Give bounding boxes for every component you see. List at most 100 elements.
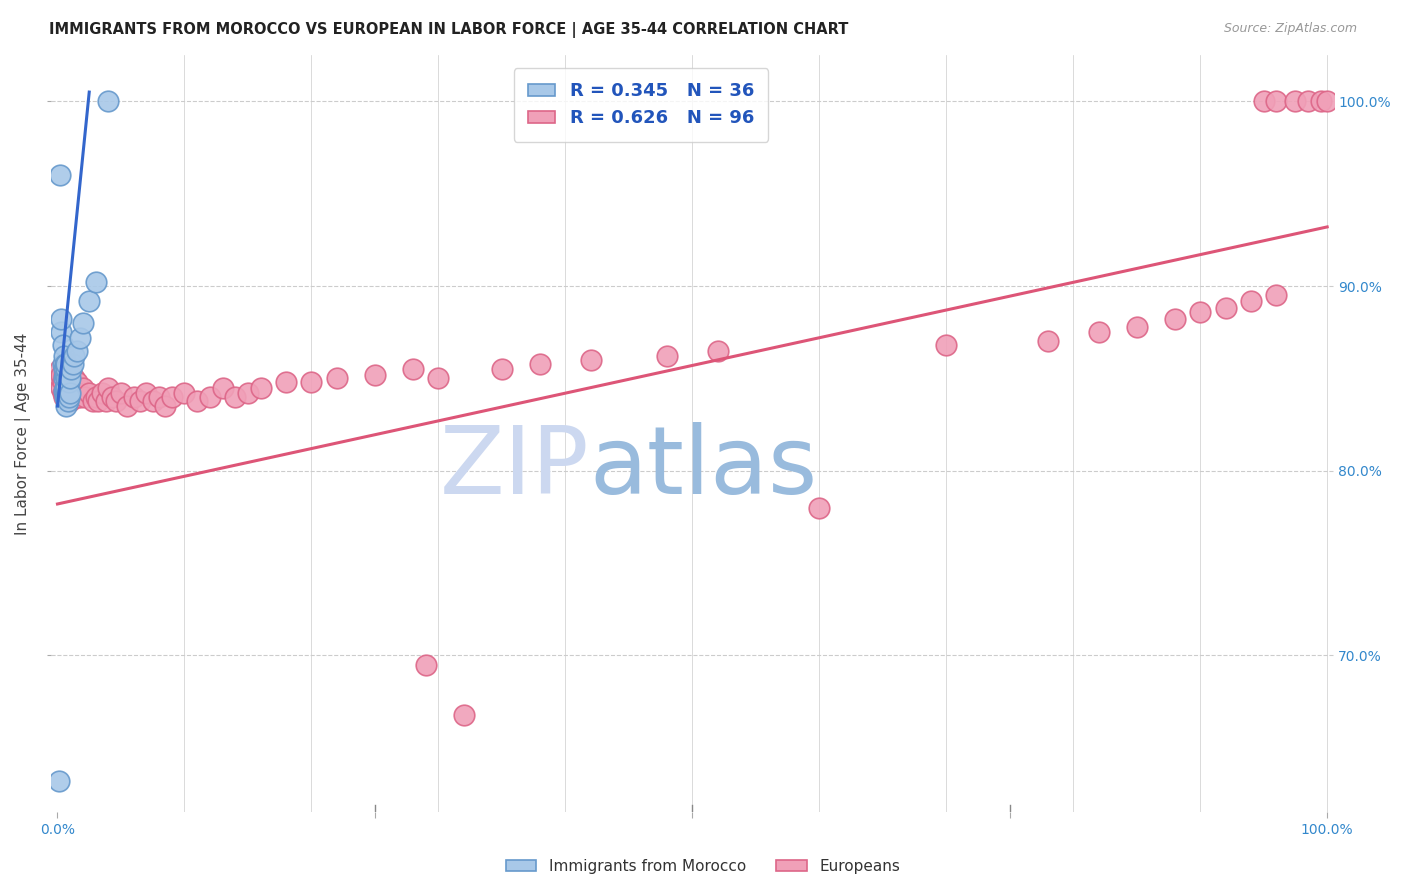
Point bbox=[1215, 301, 1237, 316]
Point bbox=[935, 338, 957, 352]
Point bbox=[1296, 95, 1319, 109]
Point bbox=[65, 390, 87, 404]
Point bbox=[655, 349, 678, 363]
Point bbox=[1253, 95, 1275, 109]
Point bbox=[56, 393, 79, 408]
Point bbox=[173, 386, 195, 401]
Point bbox=[249, 381, 271, 395]
Point bbox=[84, 390, 107, 404]
Text: atlas: atlas bbox=[589, 422, 818, 514]
Point bbox=[274, 375, 297, 389]
Point bbox=[97, 95, 120, 109]
Point bbox=[1265, 288, 1288, 302]
Point bbox=[1189, 305, 1212, 319]
Point bbox=[65, 375, 87, 389]
Point bbox=[1316, 95, 1339, 109]
Point bbox=[52, 390, 75, 404]
Point bbox=[236, 386, 259, 401]
Legend: R = 0.345   N = 36, R = 0.626   N = 96: R = 0.345 N = 36, R = 0.626 N = 96 bbox=[513, 68, 769, 142]
Point bbox=[415, 657, 437, 672]
Point bbox=[60, 362, 83, 376]
Point bbox=[53, 368, 76, 382]
Point bbox=[53, 357, 76, 371]
Point bbox=[97, 381, 120, 395]
Point bbox=[579, 352, 602, 367]
Point bbox=[211, 381, 233, 395]
Point bbox=[82, 393, 104, 408]
Point bbox=[58, 390, 80, 404]
Legend: Immigrants from Morocco, Europeans: Immigrants from Morocco, Europeans bbox=[499, 853, 907, 880]
Point bbox=[77, 293, 100, 308]
Point bbox=[55, 381, 77, 395]
Point bbox=[101, 390, 124, 404]
Point bbox=[48, 774, 70, 789]
Point bbox=[104, 393, 127, 408]
Point bbox=[53, 381, 76, 395]
Point bbox=[55, 375, 77, 389]
Point bbox=[51, 381, 73, 395]
Point bbox=[56, 386, 79, 401]
Point bbox=[59, 371, 82, 385]
Point bbox=[75, 390, 97, 404]
Point bbox=[55, 362, 77, 376]
Point bbox=[58, 390, 80, 404]
Point bbox=[63, 371, 86, 385]
Y-axis label: In Labor Force | Age 35-44: In Labor Force | Age 35-44 bbox=[15, 333, 31, 535]
Point bbox=[142, 393, 165, 408]
Point bbox=[198, 390, 221, 404]
Point bbox=[135, 386, 157, 401]
Point bbox=[55, 371, 77, 385]
Point bbox=[55, 390, 77, 404]
Point bbox=[63, 349, 86, 363]
Text: IMMIGRANTS FROM MOROCCO VS EUROPEAN IN LABOR FORCE | AGE 35-44 CORRELATION CHART: IMMIGRANTS FROM MOROCCO VS EUROPEAN IN L… bbox=[49, 22, 849, 38]
Point bbox=[84, 276, 107, 290]
Point bbox=[224, 390, 246, 404]
Point bbox=[72, 316, 94, 330]
Point bbox=[72, 381, 94, 395]
Point bbox=[69, 331, 91, 345]
Point bbox=[49, 371, 72, 385]
Point bbox=[53, 390, 76, 404]
Point bbox=[364, 368, 387, 382]
Point bbox=[62, 375, 84, 389]
Point bbox=[117, 399, 139, 413]
Point bbox=[402, 362, 425, 376]
Point bbox=[58, 371, 80, 385]
Point bbox=[62, 357, 84, 371]
Point bbox=[60, 386, 83, 401]
Point bbox=[59, 381, 82, 395]
Point bbox=[87, 393, 110, 408]
Point bbox=[529, 357, 551, 371]
Point bbox=[129, 393, 152, 408]
Point bbox=[53, 362, 76, 376]
Point bbox=[55, 399, 77, 413]
Point bbox=[51, 357, 73, 371]
Point bbox=[1087, 325, 1109, 339]
Point bbox=[51, 368, 73, 382]
Point bbox=[1309, 95, 1331, 109]
Point bbox=[51, 338, 73, 352]
Point bbox=[63, 386, 86, 401]
Point bbox=[66, 386, 89, 401]
Point bbox=[77, 386, 100, 401]
Point bbox=[51, 386, 73, 401]
Point bbox=[53, 381, 76, 395]
Point bbox=[148, 390, 170, 404]
Point bbox=[55, 362, 77, 376]
Point bbox=[453, 707, 475, 722]
Point bbox=[56, 384, 79, 399]
Point bbox=[52, 362, 75, 376]
Point bbox=[49, 362, 72, 376]
Point bbox=[51, 312, 73, 326]
Point bbox=[65, 381, 87, 395]
Point bbox=[55, 357, 77, 371]
Point bbox=[52, 371, 75, 385]
Point bbox=[706, 343, 728, 358]
Text: ZIP: ZIP bbox=[440, 422, 589, 514]
Point bbox=[52, 349, 75, 363]
Point bbox=[52, 384, 75, 399]
Point bbox=[69, 390, 91, 404]
Point bbox=[60, 375, 83, 389]
Point bbox=[56, 371, 79, 385]
Point bbox=[52, 368, 75, 382]
